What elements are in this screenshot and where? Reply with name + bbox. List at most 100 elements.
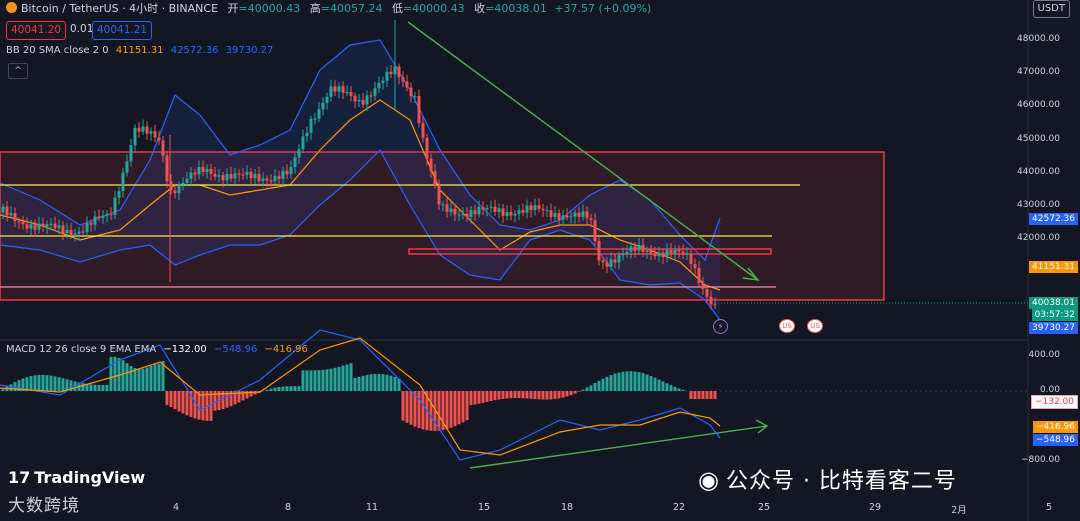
candle-body <box>541 208 545 211</box>
macd-histogram-bar <box>561 391 565 398</box>
candle-body <box>485 207 489 210</box>
buy-button[interactable]: 40041.21 <box>92 21 153 40</box>
us-flag-event-icon[interactable]: US <box>807 319 823 333</box>
macd-histogram-bar <box>513 391 517 399</box>
macd-histogram-bar <box>65 379 69 391</box>
macd-histogram-bar <box>13 382 17 391</box>
candle-body <box>465 213 469 217</box>
close-value: =40038.01 <box>485 2 547 15</box>
macd-histogram-bar <box>185 391 189 416</box>
candle-body <box>73 233 77 235</box>
candle-body <box>397 66 401 78</box>
macd-histogram-bar <box>117 358 121 391</box>
price-tag: 40038.01 <box>1029 297 1078 309</box>
macd-histogram-bar <box>61 378 65 391</box>
candle-body <box>29 224 33 229</box>
macd-histogram-bar <box>145 367 149 391</box>
candle-body <box>93 216 97 225</box>
candle-body <box>505 212 509 216</box>
candle-body <box>629 246 633 252</box>
macd-histogram-bar <box>233 391 237 405</box>
divergence-arrow <box>469 425 768 469</box>
macd-histogram-bar <box>265 389 269 391</box>
macd-legend[interactable]: MACD 12 26 close 9 EMA EMA −132.00 −548.… <box>6 344 308 355</box>
candle-body <box>449 208 453 212</box>
macd-histogram-bar <box>429 391 433 431</box>
candle-body <box>713 304 717 306</box>
change-value: +37.57 (+0.09%) <box>554 2 652 15</box>
candle-body <box>225 174 229 181</box>
candle-body <box>265 178 269 181</box>
macd-histogram-bar <box>373 373 377 391</box>
macd-histogram-bar <box>421 391 425 430</box>
candle-body <box>477 207 481 215</box>
macd-histogram-bar <box>625 371 629 391</box>
wechat-watermark: ◉ 公众号 · 比特看客二号 <box>698 463 957 495</box>
macd-histogram-bar <box>225 391 229 408</box>
macd-histogram-bar <box>389 375 393 391</box>
macd-tick: 0.00 <box>1039 385 1060 395</box>
symbol-header: Bitcoin / TetherUS · 4小时 · BINANCE 开=400… <box>6 0 651 16</box>
macd-line <box>0 329 721 461</box>
macd-hist-value: −132.00 <box>163 344 207 355</box>
candle-body <box>145 126 149 134</box>
candle-body <box>129 145 133 162</box>
macd-histogram-bar <box>281 386 285 391</box>
candle-body <box>193 172 197 175</box>
candle-body <box>373 88 377 96</box>
time-tick: 5 <box>1045 502 1053 513</box>
macd-histogram-bar <box>697 391 701 399</box>
candle-body <box>69 229 73 235</box>
candle-body <box>209 168 213 174</box>
candle-body <box>585 211 589 219</box>
candle-body <box>125 161 129 173</box>
collapse-icon[interactable]: ^ <box>8 63 28 79</box>
us-flag-event-icon[interactable]: US <box>779 319 795 333</box>
currency-selector[interactable]: USDT <box>1032 0 1070 18</box>
macd-histogram-bar <box>173 391 177 410</box>
price-tick: 44000.00 <box>1017 167 1060 177</box>
macd-tick: 400.00 <box>1028 350 1061 360</box>
macd-histogram-bar <box>589 385 593 391</box>
candle-body <box>25 224 29 229</box>
bb-basis-value: 41151.31 <box>115 45 164 56</box>
candle-body <box>169 181 173 191</box>
macd-histogram-bar <box>249 391 253 397</box>
macd-histogram-bar <box>269 388 273 391</box>
candle-body <box>321 102 325 110</box>
macd-histogram-bar <box>1 389 5 391</box>
candle-body <box>661 252 665 258</box>
sell-button[interactable]: 40041.20 <box>6 21 67 40</box>
candle-body <box>81 231 85 233</box>
candle-body <box>189 172 193 179</box>
candle-body <box>117 191 121 198</box>
candle-body <box>473 210 477 215</box>
flash-icon[interactable]: ⚡ <box>713 319 728 334</box>
macd-histogram-bar <box>673 386 677 391</box>
macd-histogram-bar <box>641 373 645 391</box>
bb-basis-line <box>0 99 721 291</box>
candle-body <box>613 259 617 263</box>
candle-body <box>597 241 601 261</box>
candle-body <box>277 175 281 179</box>
time-tick: 22 <box>672 502 686 513</box>
macd-histogram-bar <box>645 374 649 391</box>
bb-legend[interactable]: BB 20 SMA close 2 0 41151.31 42572.36 39… <box>6 45 273 56</box>
price-tick: 43000.00 <box>1017 200 1060 210</box>
macd-histogram-bar <box>293 386 297 391</box>
macd-hist-tag: −132.00 <box>1030 395 1078 409</box>
candle-body <box>313 118 317 120</box>
macd-histogram-bar <box>385 374 389 391</box>
macd-histogram-bar <box>113 356 117 391</box>
macd-histogram-bar <box>33 375 37 391</box>
macd-histogram-bar <box>661 381 665 391</box>
macd-histogram-bar <box>341 365 345 391</box>
candle-body <box>653 253 657 257</box>
macd-histogram-bar <box>481 391 485 403</box>
bb-upper-line <box>0 39 721 262</box>
candle-body <box>109 213 113 215</box>
symbol-title[interactable]: Bitcoin / TetherUS · 4小时 · BINANCE <box>21 2 219 15</box>
candle-body <box>625 251 629 254</box>
candle-body <box>149 131 153 134</box>
